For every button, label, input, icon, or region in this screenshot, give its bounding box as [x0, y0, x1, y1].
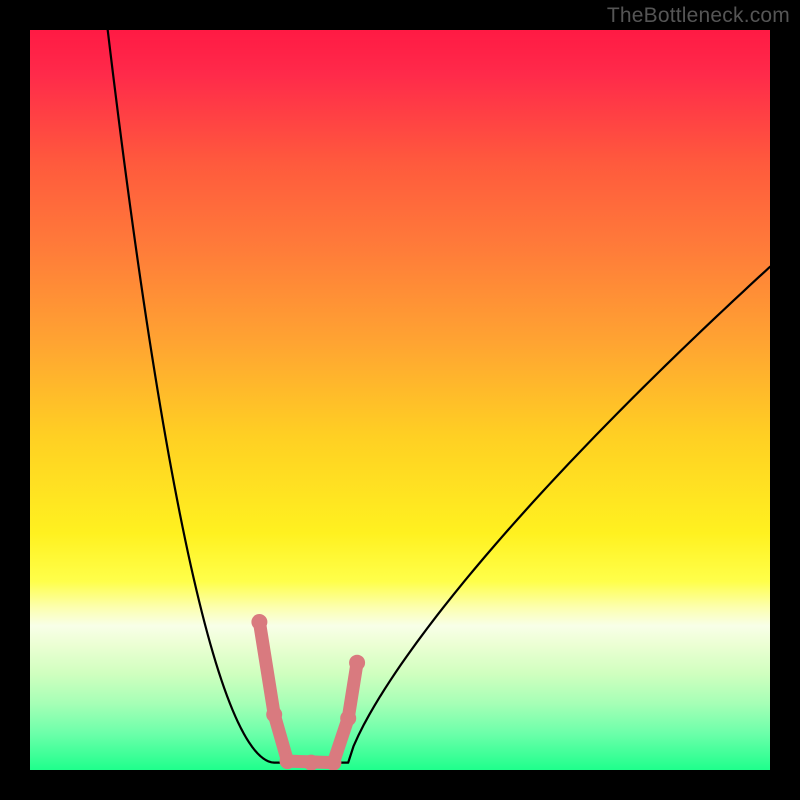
bottleneck-chart	[0, 0, 800, 800]
chart-container: TheBottleneck.com	[0, 0, 800, 800]
watermark-text: TheBottleneck.com	[607, 4, 790, 28]
gradient-background	[30, 30, 770, 770]
